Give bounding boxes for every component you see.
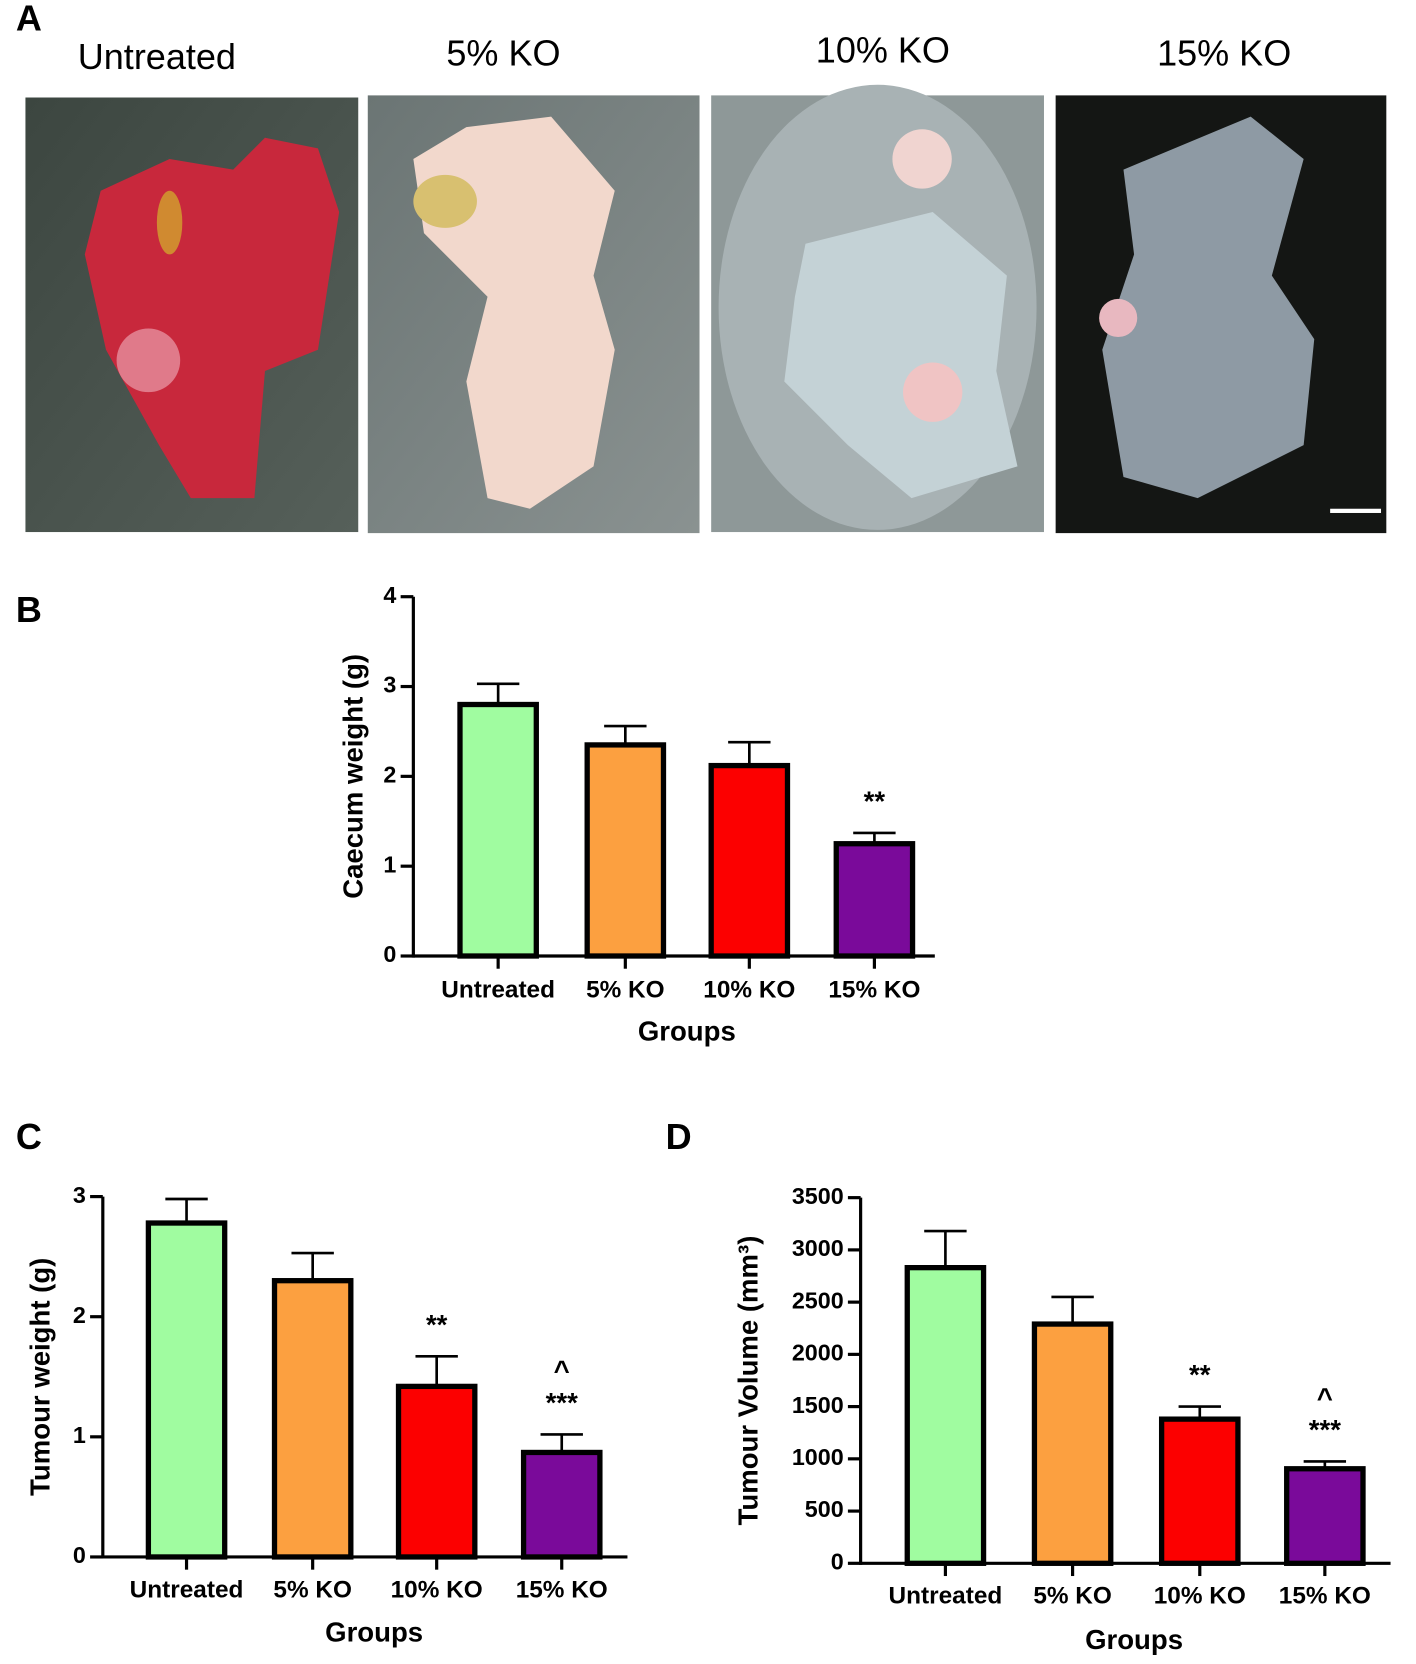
bar bbox=[1284, 1466, 1366, 1566]
x-tick-label: 15% KO bbox=[516, 1576, 608, 1603]
bar bbox=[395, 1383, 478, 1560]
y-tick-label: 1500 bbox=[792, 1392, 844, 1418]
significance-label: *** bbox=[546, 1387, 578, 1418]
y-tick-label: 1 bbox=[73, 1422, 86, 1448]
x-tick-label: 5% KO bbox=[1033, 1583, 1112, 1610]
y-tick-label: 3 bbox=[383, 672, 396, 698]
bar bbox=[708, 762, 791, 959]
significance-label: ** bbox=[1189, 1359, 1211, 1390]
photo-caption: 15% KO bbox=[1157, 33, 1291, 74]
bar bbox=[271, 1278, 354, 1560]
significance-label: *** bbox=[1309, 1414, 1341, 1445]
photo-5-ko bbox=[367, 95, 700, 534]
x-axis-label: Groups bbox=[325, 1617, 423, 1648]
x-tick-label: Untreated bbox=[889, 1583, 1003, 1610]
photo-caption: 10% KO bbox=[816, 30, 950, 71]
photo-caption: 5% KO bbox=[446, 33, 560, 74]
bar bbox=[904, 1265, 987, 1566]
y-tick-label: 2500 bbox=[792, 1287, 844, 1313]
x-tick-label: Untreated bbox=[130, 1576, 244, 1603]
x-axis-label: Groups bbox=[1085, 1624, 1183, 1655]
y-axis-label: Tumour Volume (mm³) bbox=[733, 1236, 764, 1526]
y-axis-label: Tumour weight (g) bbox=[25, 1258, 56, 1496]
y-tick-label: 500 bbox=[805, 1496, 844, 1522]
x-tick-label: 5% KO bbox=[273, 1576, 352, 1603]
bar bbox=[457, 701, 539, 959]
bar bbox=[833, 841, 916, 959]
x-tick-label: 10% KO bbox=[391, 1576, 483, 1603]
bar bbox=[584, 742, 667, 959]
bar bbox=[145, 1220, 228, 1560]
y-axis-label: Caecum weight (g) bbox=[337, 654, 368, 899]
y-tick-label: 2000 bbox=[792, 1340, 844, 1366]
x-tick-label: 15% KO bbox=[1279, 1583, 1371, 1610]
y-tick-label: 1 bbox=[383, 851, 396, 877]
y-tick-label: 3500 bbox=[792, 1183, 844, 1209]
y-tick-label: 4 bbox=[383, 582, 396, 608]
photo-10-ko bbox=[711, 84, 1044, 533]
photo-caption: Untreated bbox=[78, 36, 236, 77]
panel-label: C bbox=[16, 1116, 42, 1157]
panel-label: A bbox=[16, 0, 42, 39]
x-tick-label: 15% KO bbox=[828, 976, 920, 1003]
panel-label: D bbox=[666, 1116, 692, 1157]
y-tick-label: 0 bbox=[383, 941, 396, 967]
photo-15-ko bbox=[1055, 95, 1387, 534]
y-tick-label: 0 bbox=[831, 1548, 844, 1574]
x-axis-label: Groups bbox=[638, 1016, 736, 1047]
x-tick-label: 10% KO bbox=[703, 976, 795, 1003]
y-tick-label: 3 bbox=[73, 1182, 86, 1208]
significance-label: ^ bbox=[554, 1355, 570, 1386]
y-tick-label: 3000 bbox=[792, 1235, 844, 1261]
y-tick-label: 0 bbox=[73, 1542, 86, 1568]
photo-untreated bbox=[25, 97, 359, 533]
x-tick-label: Untreated bbox=[441, 976, 555, 1003]
bar bbox=[520, 1449, 603, 1560]
y-tick-label: 2 bbox=[383, 762, 396, 788]
x-tick-label: 5% KO bbox=[586, 976, 665, 1003]
panel-label: B bbox=[16, 589, 42, 630]
y-tick-label: 1000 bbox=[792, 1444, 844, 1470]
significance-label: ** bbox=[426, 1309, 448, 1340]
significance-label: ** bbox=[864, 786, 886, 817]
significance-label: ^ bbox=[1317, 1382, 1333, 1413]
bar bbox=[1031, 1321, 1114, 1566]
x-tick-label: 10% KO bbox=[1154, 1583, 1246, 1610]
y-tick-label: 2 bbox=[73, 1302, 86, 1328]
bar bbox=[1158, 1416, 1241, 1566]
